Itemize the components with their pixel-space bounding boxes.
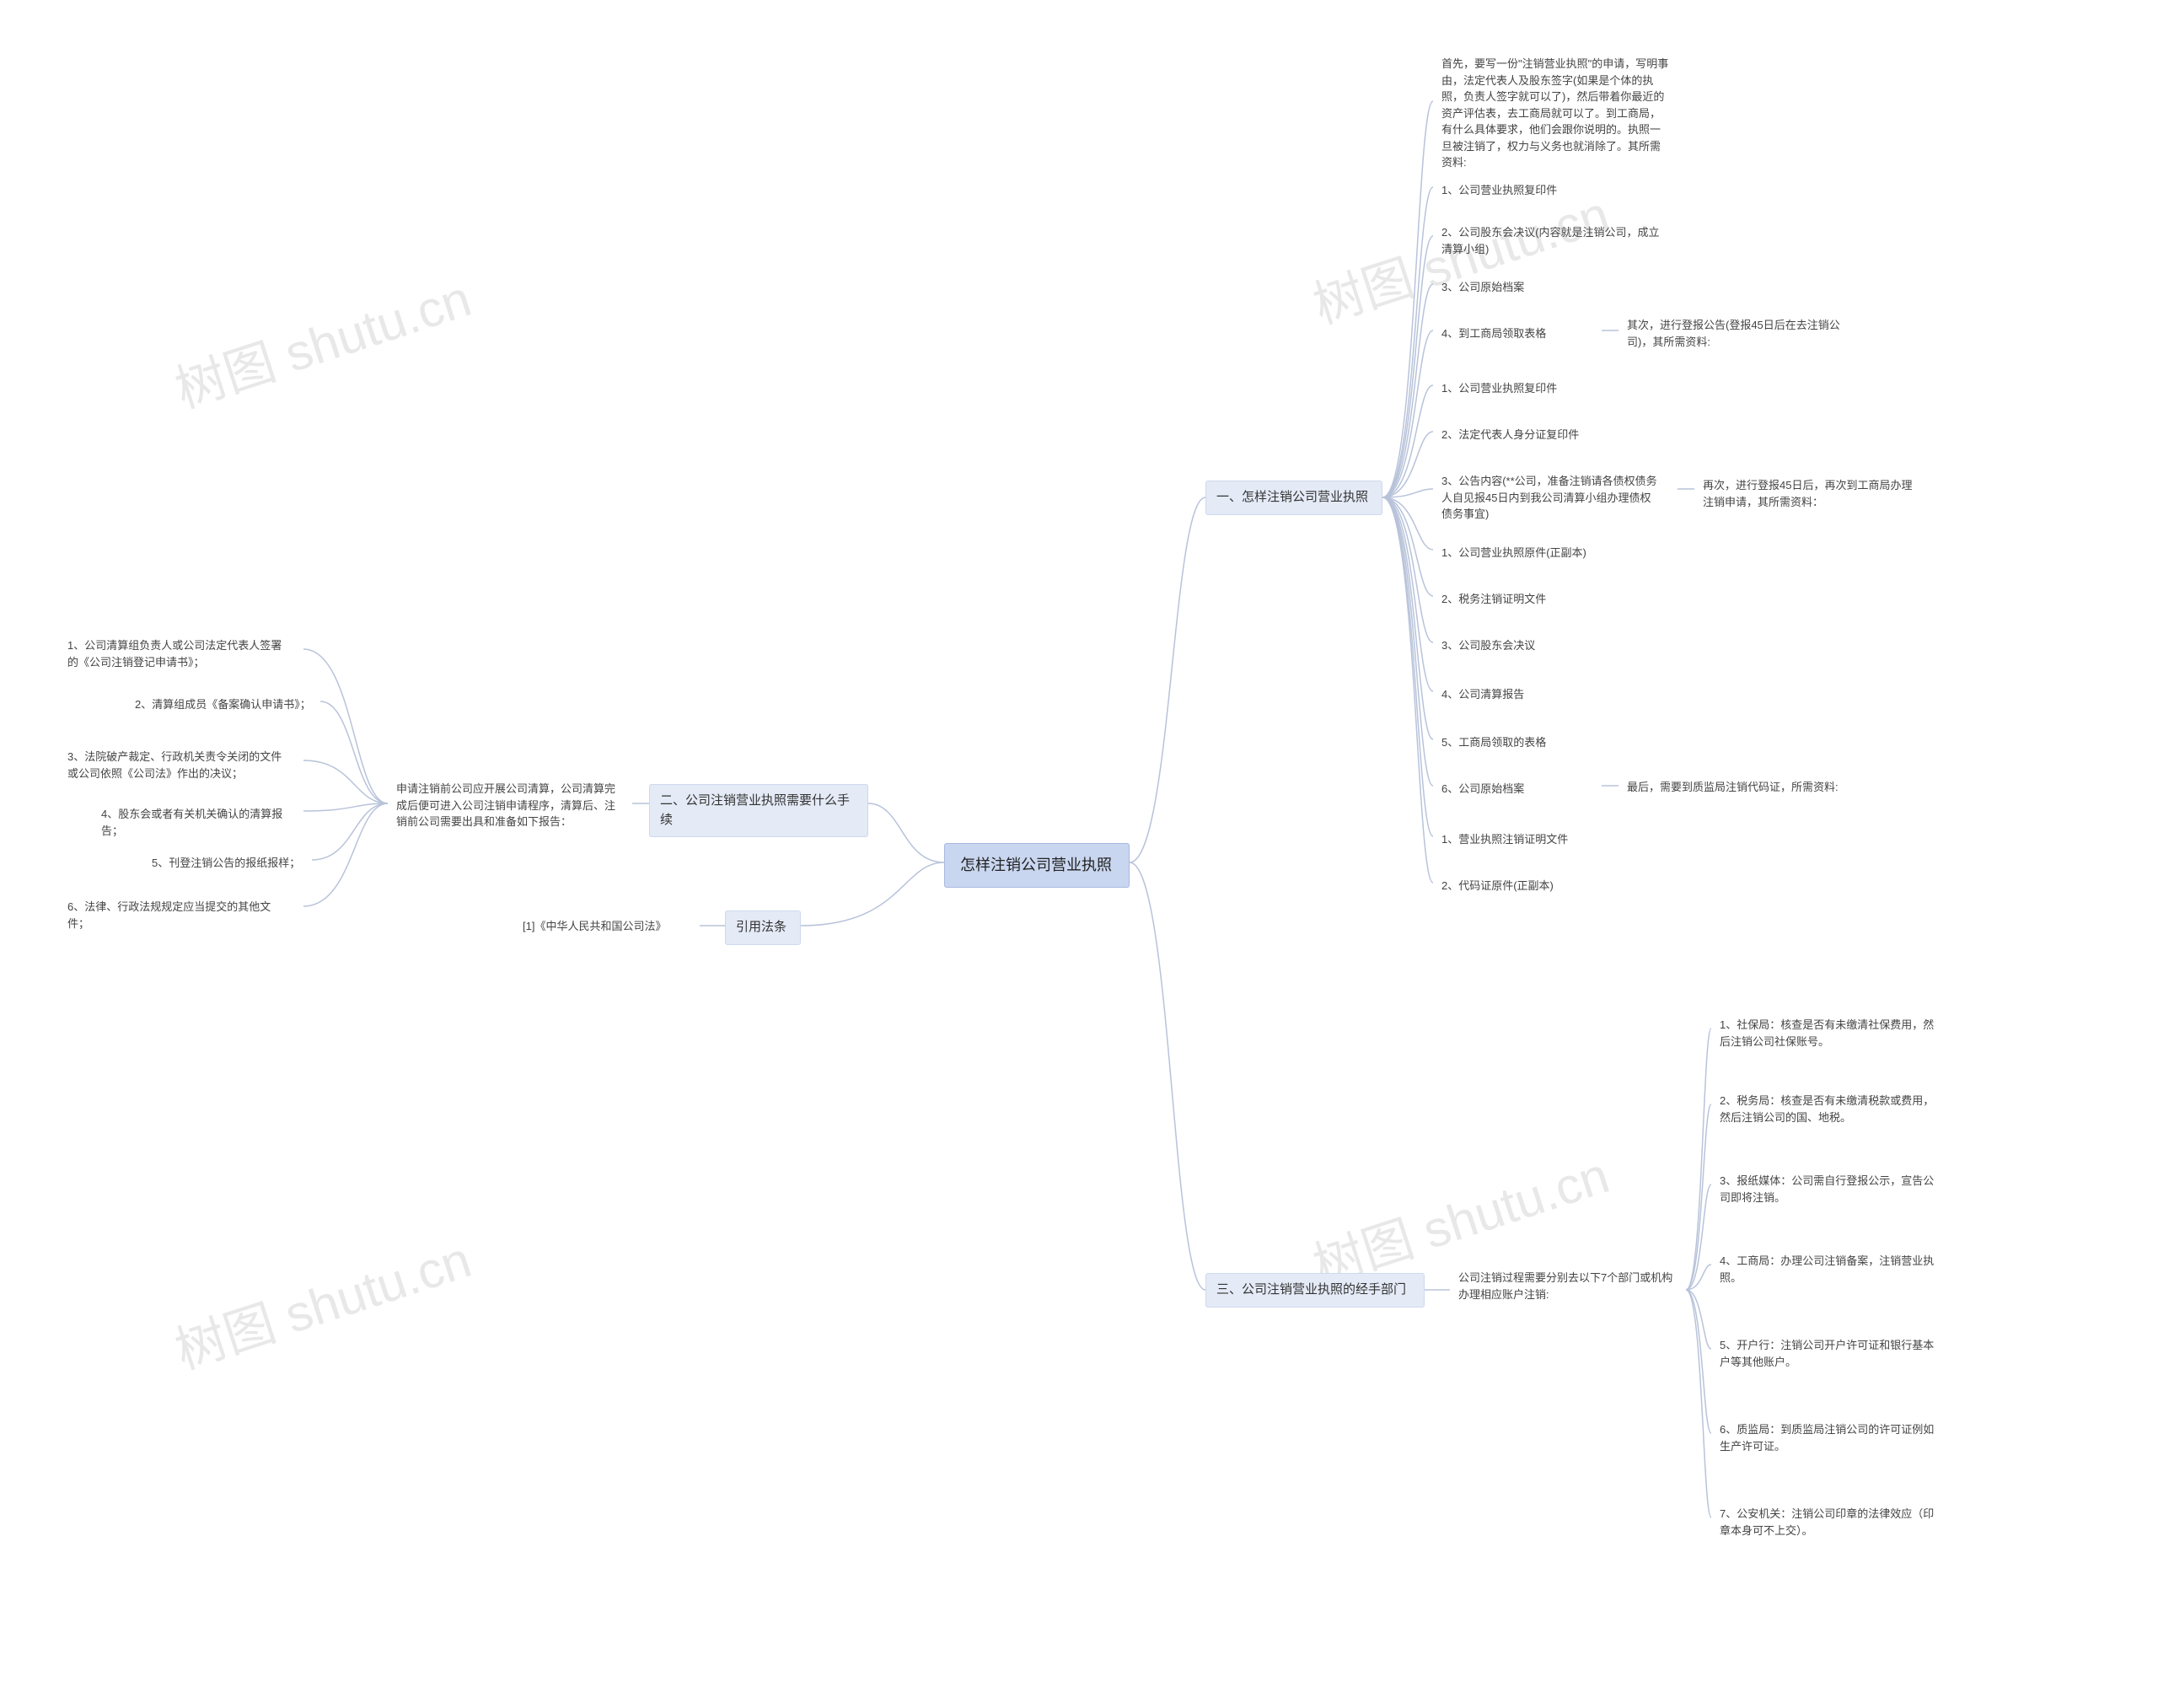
branch-law[interactable]: 引用法条 bbox=[725, 910, 801, 945]
b3-i4: 4、工商局：办理公司注销备案，注销营业执照。 bbox=[1711, 1248, 1947, 1291]
branch-3[interactable]: 三、公司注销营业执照的经手部门 bbox=[1205, 1273, 1425, 1308]
b1-f1: 1、营业执照注销证明文件 bbox=[1433, 826, 1618, 853]
b1-i4c1: 1、公司营业执照复印件 bbox=[1433, 375, 1618, 402]
b1-a1: 1、公司营业执照原件(正副本) bbox=[1433, 540, 1635, 567]
b1-i4c2: 2、法定代表人身分证复印件 bbox=[1433, 422, 1618, 448]
b1-i4c3: 3、公告内容(**公司，准备注销请各债权债务人自见报45日内到我公司清算小组办理… bbox=[1433, 468, 1669, 528]
b1-a5: 5、工商局领取的表格 bbox=[1433, 729, 1602, 756]
b1-i3: 3、公司原始档案 bbox=[1433, 274, 1602, 301]
b1-intro: 首先，要写一份"注销营业执照"的申请，写明事由，法定代表人及股东签字(如果是个体… bbox=[1433, 51, 1678, 176]
branch-1[interactable]: 一、怎样注销公司营业执照 bbox=[1205, 481, 1382, 515]
b3-i6: 6、质监局：到质监局注销公司的许可证例如生产许可证。 bbox=[1711, 1416, 1947, 1459]
watermark: 树图 shutu.cn bbox=[164, 258, 479, 422]
b3-i2: 2、税务局：核查是否有未缴清税款或费用，然后注销公司的国、地税。 bbox=[1711, 1088, 1947, 1131]
b3-i5: 5、开户行：注销公司开户许可证和银行基本户等其他账户。 bbox=[1711, 1332, 1947, 1375]
b3-i7: 7、公安机关：注销公司印章的法律效应（印章本身可不上交）。 bbox=[1711, 1501, 1947, 1544]
b1-i4-right: 其次，进行登报公告(登报45日后在去注销公司)，其所需资料: bbox=[1618, 312, 1855, 355]
b2-c5: 5、刊登注销公告的报纸报样； bbox=[143, 850, 312, 877]
b1-f2: 2、代码证原件(正副本) bbox=[1433, 873, 1602, 900]
b1-i4c3-right: 再次，进行登报45日后，再次到工商局办理注销申请，其所需资料： bbox=[1694, 472, 1930, 515]
root-node[interactable]: 怎样注销公司营业执照 bbox=[944, 843, 1130, 888]
b2-c3: 3、法院破产裁定、行政机关责令关闭的文件或公司依照《公司法》作出的决议； bbox=[59, 744, 295, 787]
b2-c4: 4、股东会或者有关机关确认的清算报告； bbox=[93, 801, 303, 844]
b1-a6-right: 最后，需要到质监局注销代码证，所需资料: bbox=[1618, 774, 1855, 801]
mindmap-canvas: 树图 shutu.cn 树图 shutu.cn 树图 shutu.cn 树图 s… bbox=[0, 0, 2158, 1708]
b2-c6: 6、法律、行政法规规定应当提交的其他文件； bbox=[59, 894, 295, 937]
b1-i2: 2、公司股东会决议(内容就是注销公司，成立清算小组) bbox=[1433, 219, 1669, 262]
b3-i3: 3、报纸媒体：公司需自行登报公示，宣告公司即将注销。 bbox=[1711, 1168, 1947, 1211]
b2-c1: 1、公司清算组负责人或公司法定代表人签署的《公司注销登记申请书》； bbox=[59, 632, 295, 675]
b1-i1: 1、公司营业执照复印件 bbox=[1433, 177, 1618, 204]
b2-sub: 申请注销前公司应开展公司清算，公司清算完成后便可进入公司注销申请程序，清算后、注… bbox=[388, 776, 624, 835]
law-leaf: [1]《中华人民共和国公司法》 bbox=[514, 913, 700, 940]
b1-a3: 3、公司股东会决议 bbox=[1433, 632, 1602, 659]
b3-intro: 公司注销过程需要分别去以下7个部门或机构办理相应账户注销: bbox=[1450, 1265, 1686, 1308]
b1-a4: 4、公司清算报告 bbox=[1433, 681, 1602, 708]
b1-a2: 2、税务注销证明文件 bbox=[1433, 586, 1602, 613]
b2-c2: 2、清算组成员《备案确认申请书》； bbox=[126, 691, 320, 718]
b3-i1: 1、社保局：核查是否有未缴清社保费用，然后注销公司社保账号。 bbox=[1711, 1012, 1947, 1055]
b1-i4: 4、到工商局领取表格 bbox=[1433, 320, 1602, 347]
b1-a6: 6、公司原始档案 bbox=[1433, 776, 1602, 803]
watermark: 树图 shutu.cn bbox=[164, 1219, 479, 1383]
branch-2[interactable]: 二、公司注销营业执照需要什么手续 bbox=[649, 784, 868, 837]
